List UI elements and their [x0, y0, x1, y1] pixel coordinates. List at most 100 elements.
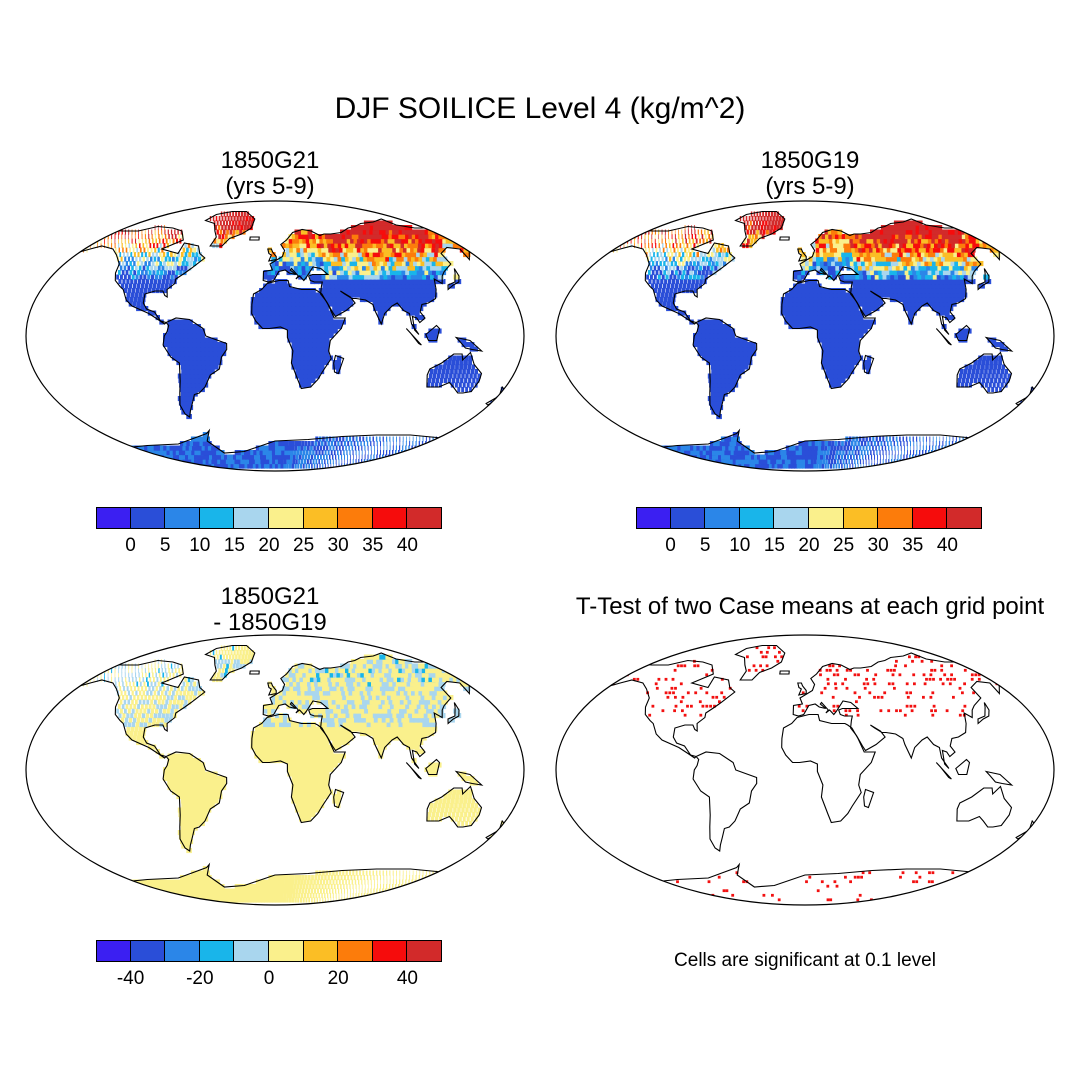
grid-cell [712, 247, 716, 253]
grid-cell [295, 234, 300, 240]
grid-cell [263, 454, 267, 460]
grid-cell [179, 256, 183, 262]
grid-cell [277, 893, 282, 899]
grid-cell [287, 328, 293, 334]
grid-cell [227, 216, 230, 222]
grid-cell [334, 243, 340, 249]
grid-cell [394, 261, 401, 267]
grid-cell [669, 274, 673, 280]
map-panel-difference [25, 634, 525, 906]
grid-cell [935, 445, 937, 451]
grid-cell [155, 238, 157, 244]
grid-cell [153, 893, 162, 899]
grid-cell [144, 897, 154, 903]
grid-cell [717, 328, 723, 334]
grid-cell [1004, 369, 1008, 375]
grid-cell [996, 369, 1000, 375]
grid-cell [471, 364, 476, 370]
grid-cell [324, 346, 330, 352]
grid-cell [862, 310, 868, 316]
grid-cell [468, 378, 472, 384]
grid-cell [648, 279, 652, 285]
grid-cell [859, 252, 865, 258]
grid-cell [646, 454, 656, 460]
grid-cell [120, 450, 129, 456]
grid-cell [321, 459, 323, 465]
grid-cell [330, 441, 334, 447]
grid-cell [90, 238, 92, 244]
grid-cell [875, 261, 882, 267]
grid-cell [280, 897, 284, 903]
grid-cell [767, 211, 770, 217]
grid-cell [838, 342, 843, 348]
grid-cell [157, 247, 160, 253]
grid-cell [399, 445, 401, 451]
grid-cell [266, 310, 272, 316]
grid-cell [308, 315, 313, 321]
grid-cell [437, 441, 440, 447]
grid-cell [155, 261, 159, 267]
grid-cell [435, 270, 443, 276]
grid-cell [332, 252, 339, 258]
grid-cell [217, 893, 223, 899]
grid-cell [271, 292, 276, 298]
grid-cell [870, 450, 872, 456]
grid-cell [144, 252, 147, 258]
grid-cell [976, 369, 980, 375]
grid-cell [726, 333, 731, 339]
grid-cell [837, 301, 843, 307]
grid-cell [964, 441, 967, 447]
grid-cell [392, 450, 394, 456]
grid-cell [312, 459, 315, 465]
grid-cell [405, 441, 407, 447]
grid-cell [429, 436, 431, 442]
grid-cell [439, 261, 446, 267]
grid-cell [952, 454, 956, 460]
grid-cell [319, 897, 321, 903]
grid-cell [216, 450, 222, 456]
grid-cell [854, 337, 860, 343]
grid-cell [133, 897, 144, 903]
grid-cell [192, 342, 197, 348]
grid-cell [669, 459, 678, 465]
grid-cell [838, 355, 843, 361]
grid-cell [243, 211, 246, 217]
grid-cell [719, 441, 726, 447]
grid-cell [956, 445, 959, 451]
grid-cell [925, 274, 931, 280]
grid-cell [797, 274, 802, 280]
grid-cell [196, 337, 201, 343]
grid-cell [657, 463, 668, 469]
grid-cell [846, 333, 852, 339]
grid-cell [943, 261, 950, 267]
grid-cell [107, 450, 117, 456]
grid-cell [914, 279, 921, 285]
grid-cell [381, 247, 388, 253]
grid-cell [776, 459, 781, 465]
grid-cell [303, 445, 307, 451]
grid-cell [332, 459, 334, 465]
grid-cell [673, 247, 676, 253]
grid-cell [462, 382, 466, 388]
grid-cell [753, 238, 757, 244]
grid-cell [180, 405, 186, 411]
grid-cell [646, 459, 656, 465]
grid-cell [707, 463, 716, 469]
grid-cell [916, 463, 920, 469]
grid-cell [793, 274, 798, 280]
grid-cell [859, 279, 865, 285]
grid-cell [161, 247, 164, 253]
grid-cell [379, 261, 386, 267]
grid-cell [928, 252, 935, 258]
grid-cell [291, 463, 295, 469]
grid-cell [321, 274, 327, 280]
grid-cell [926, 441, 927, 447]
grid-cell [451, 364, 455, 370]
grid-cell [805, 283, 810, 289]
grid-cell [692, 459, 701, 465]
grid-cell [851, 459, 853, 465]
grid-cell [631, 229, 634, 235]
grid-cell [792, 445, 797, 451]
grid-cell [350, 441, 353, 447]
grid-cell [882, 256, 888, 262]
